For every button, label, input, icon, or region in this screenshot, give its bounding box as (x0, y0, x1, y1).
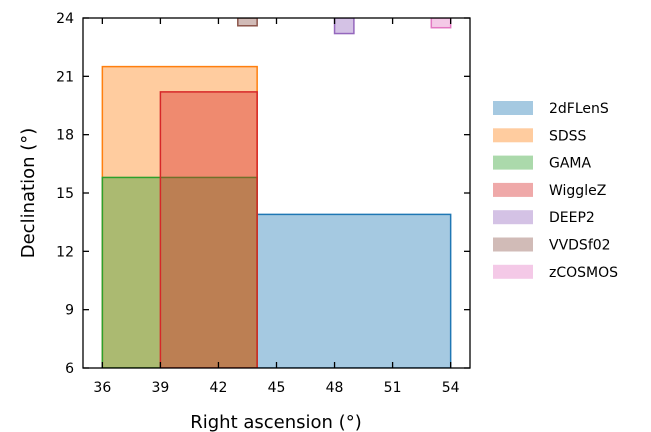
y-tick-label: 15 (56, 186, 74, 202)
legend-swatch-sdss (493, 128, 533, 143)
x-tick-label: 48 (326, 380, 344, 396)
x-tick-label: 39 (151, 380, 169, 396)
legend-label-deep2: DEEP2 (549, 210, 595, 226)
legend-swatch-gama (493, 155, 533, 170)
legend-swatch-vvdsf02 (493, 237, 533, 252)
survey-regions (101, 18, 452, 368)
region-sdss (101, 65, 258, 368)
y-tick-label: 6 (65, 361, 74, 377)
region-gama (101, 176, 258, 368)
legend-swatch-zcosmos (493, 264, 533, 279)
region-2dflens (256, 213, 452, 368)
legend-label-wigglez: WiggleZ (549, 183, 606, 199)
legend: 2dFLenS SDSS GAMA WiggleZ DEEP2 VVDSf02 zCOSMO… (493, 101, 618, 281)
legend-label-zcosmos: zCOSMOS (549, 265, 618, 281)
region-zcosmos (430, 18, 452, 29)
x-tick-label: 54 (442, 380, 460, 396)
x-tick-label: 36 (93, 380, 111, 396)
x-tick-label: 51 (384, 380, 402, 396)
y-tick-label: 9 (65, 303, 74, 319)
legend-swatch-2dflens (493, 101, 533, 115)
y-tick-label: 18 (56, 128, 74, 144)
region-wigglez (159, 91, 258, 368)
y-tick-label: 21 (56, 69, 74, 85)
x-axis-label: Right ascension (°) (190, 412, 361, 432)
x-tick-label: 42 (210, 380, 228, 396)
legend-label-vvdsf02: VVDSf02 (549, 238, 611, 254)
y-tick-label: 12 (56, 244, 74, 260)
legend-swatch-wigglez (493, 182, 533, 197)
y-tick-label: 24 (56, 11, 74, 27)
legend-label-sdss: SDSS (549, 128, 587, 144)
region-deep2 (333, 18, 355, 35)
x-tick-label: 45 (268, 380, 286, 396)
legend-label-2dflens: 2dFLenS (549, 101, 609, 117)
y-axis-label: Declination (°) (18, 128, 39, 259)
region-vvdsf02 (237, 18, 258, 27)
legend-label-gama: GAMA (549, 156, 592, 172)
axis-ticks: 36 39 42 45 48 51 54 6 9 12 15 18 21 24 (56, 11, 470, 396)
legend-swatch-deep2 (493, 210, 533, 225)
